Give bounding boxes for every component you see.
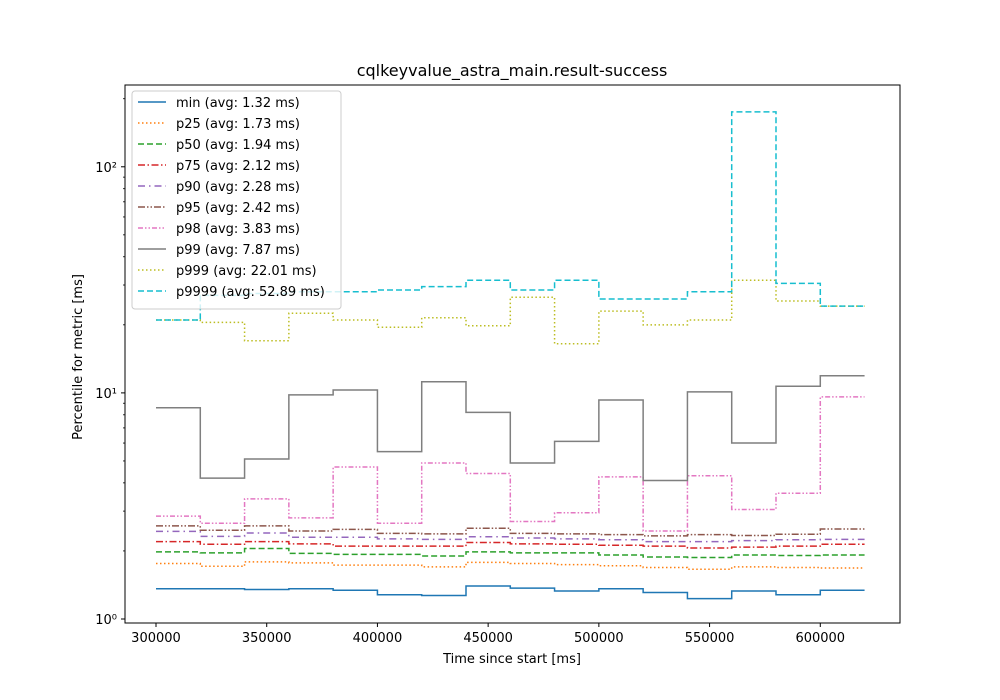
series-line-9 — [156, 111, 865, 321]
series-line-1 — [156, 561, 865, 570]
x-tick-label: 600000 — [795, 631, 845, 646]
x-tick-label: 500000 — [574, 631, 624, 646]
legend-label-1: p25 (avg: 1.73 ms) — [176, 117, 300, 132]
x-tick-label: 450000 — [463, 631, 513, 646]
legend-label-8: p999 (avg: 22.01 ms) — [176, 264, 317, 279]
series-line-7 — [156, 375, 865, 482]
legend-label-6: p98 (avg: 3.83 ms) — [176, 222, 300, 237]
series-line-0 — [156, 585, 865, 600]
legend-label-7: p99 (avg: 7.87 ms) — [176, 243, 300, 258]
series-line-4 — [156, 530, 865, 543]
legend-label-9: p9999 (avg: 52.89 ms) — [176, 285, 325, 300]
y-axis-label: Percentile for metric [ms] — [71, 274, 86, 440]
legend-label-3: p75 (avg: 2.12 ms) — [176, 159, 300, 174]
y-tick-label: 10² — [95, 161, 117, 176]
plot-area: 300000 350000 400000 450000 500000 550000 6000… — [95, 84, 901, 646]
legend-label-0: min (avg: 1.32 ms) — [176, 96, 300, 111]
series-line-8 — [156, 279, 865, 345]
chart-title: cqlkeyvalue_astra_main.result-success — [357, 61, 668, 81]
y-tick-label: 10¹ — [95, 387, 117, 402]
series-line-5 — [156, 525, 865, 537]
x-tick-label: 300000 — [131, 631, 181, 646]
x-axis-label: Time since start [ms] — [442, 652, 581, 667]
legend-label-2: p50 (avg: 1.94 ms) — [176, 138, 300, 153]
series-group — [156, 111, 865, 600]
axes-frame — [124, 84, 901, 624]
legend: min (avg: 1.32 ms) p25 (avg: 1.73 ms) p50 … — [131, 90, 342, 310]
series-line-6 — [156, 396, 865, 532]
legend-box — [131, 90, 342, 310]
legend-label-4: p90 (avg: 2.28 ms) — [176, 180, 300, 195]
x-tick-label: 350000 — [242, 631, 292, 646]
x-tick-label: 400000 — [353, 631, 403, 646]
legend-label-5: p95 (avg: 2.42 ms) — [176, 201, 300, 216]
series-line-2 — [156, 547, 865, 559]
y-tick-label: 10⁰ — [95, 613, 117, 628]
x-tick-label: 550000 — [685, 631, 735, 646]
